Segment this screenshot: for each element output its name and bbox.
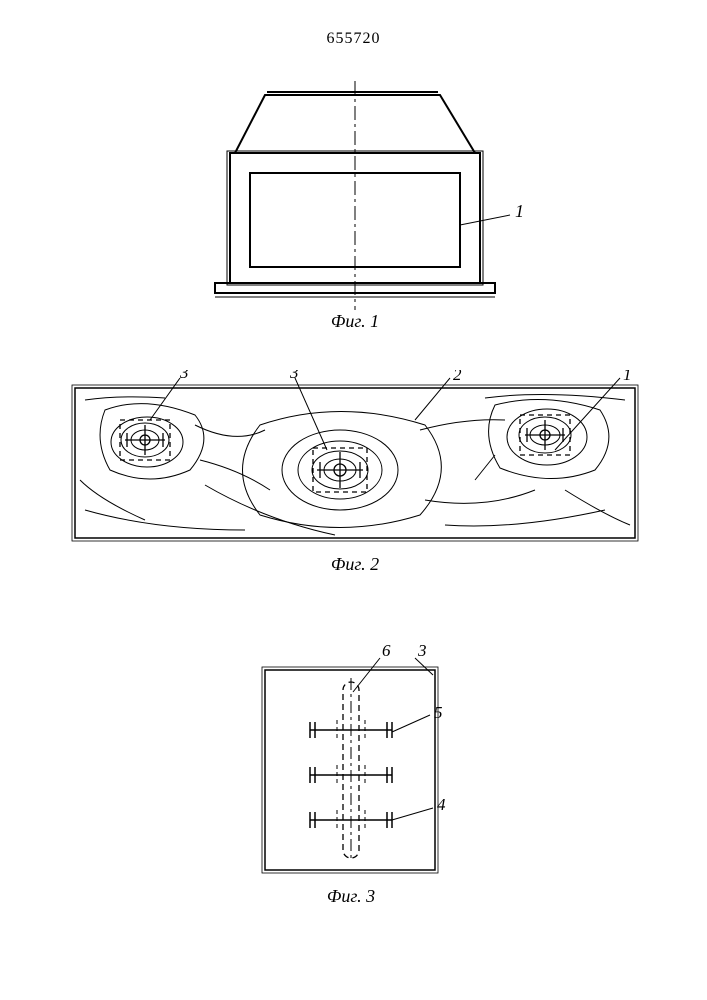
patent-figure-page: 655720 1 Фиг. 1 [0, 0, 707, 1000]
fig3-label-4: 4 [437, 795, 446, 814]
fig3-label-3: 3 [417, 641, 427, 660]
fig2-label-3b: 3 [289, 370, 299, 382]
fig2-caption: Фиг. 2 [331, 554, 379, 574]
fig2-label-1: 1 [623, 370, 632, 384]
document-number: 655720 [0, 30, 707, 48]
fig1-label-1: 1 [515, 201, 524, 221]
fig3-label-5: 5 [434, 703, 443, 722]
fig3-label-6: 6 [382, 641, 391, 660]
figure-1: 1 Фиг. 1 [175, 75, 535, 335]
figure-3: 6 3 5 4 Фиг. 3 [215, 640, 495, 920]
fig2-label-2: 2 [453, 370, 462, 384]
fig2-label-3a: 3 [179, 370, 189, 382]
fig3-caption: Фиг. 3 [327, 886, 375, 906]
fig1-caption: Фиг. 1 [331, 311, 379, 331]
figure-2: 3 3 2 1 Фиг. 2 [65, 370, 645, 590]
